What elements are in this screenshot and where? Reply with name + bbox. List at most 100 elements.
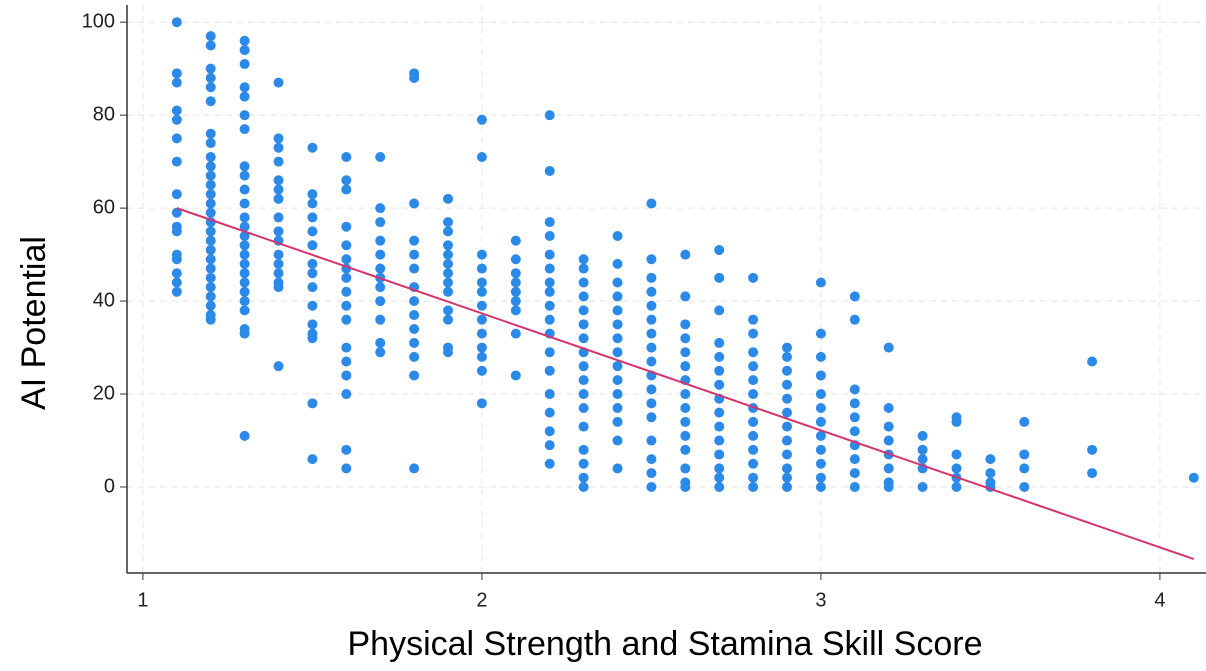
point [680,361,691,372]
point [849,291,860,302]
point [612,277,623,288]
point [239,231,250,242]
point [205,96,216,107]
point [782,365,793,376]
point [239,198,250,209]
point [205,244,216,255]
point [985,454,996,465]
point [748,430,759,441]
point [205,282,216,293]
point [714,407,725,418]
point [782,379,793,390]
point [815,277,826,288]
point [341,240,352,251]
point [510,254,521,265]
point [646,435,657,446]
point [375,282,386,293]
point [748,328,759,339]
point [510,328,521,339]
x-tick-label: 4 [1154,589,1165,611]
point [578,421,589,432]
point [510,277,521,288]
point [748,272,759,283]
point [341,272,352,283]
point [341,300,352,311]
point [1087,356,1098,367]
point [341,444,352,455]
point [714,351,725,362]
point [748,375,759,386]
point [680,416,691,427]
point [375,203,386,214]
point [239,240,250,251]
point [476,328,487,339]
y-axis-title: AI Potential [15,236,53,410]
y-tick-label: 80 [93,103,115,125]
point [849,454,860,465]
point [171,114,182,125]
point [646,356,657,367]
point [239,221,250,232]
point [714,365,725,376]
point [544,407,555,418]
point [748,444,759,455]
point [680,291,691,302]
x-tick-label: 3 [815,589,826,611]
point [239,277,250,288]
point [612,231,623,242]
point [510,370,521,381]
point [273,268,284,279]
y-tick-label: 40 [93,289,115,311]
point [748,347,759,358]
point [171,189,182,200]
point [273,258,284,269]
point [307,258,318,269]
point [205,179,216,190]
point [239,161,250,172]
point [341,370,352,381]
point [544,286,555,297]
point [476,114,487,125]
point [680,444,691,455]
point [578,254,589,265]
point [612,347,623,358]
point [1019,482,1030,493]
point [307,398,318,409]
point [205,72,216,83]
point [171,156,182,167]
x-tick-label: 1 [137,589,148,611]
point [239,124,250,135]
point [680,402,691,413]
point [443,193,454,204]
point [544,165,555,176]
point [476,286,487,297]
point [307,198,318,209]
point [510,235,521,246]
point [171,105,182,116]
point [748,482,759,493]
point [646,254,657,265]
point [307,268,318,279]
point [815,389,826,400]
point [1188,472,1199,483]
point [646,272,657,283]
point [782,393,793,404]
point [409,463,420,474]
point [917,444,928,455]
point [612,291,623,302]
point [578,277,589,288]
point [171,268,182,279]
point [476,263,487,274]
point [273,249,284,260]
point [307,319,318,330]
point [714,463,725,474]
point [307,282,318,293]
point [849,398,860,409]
point [578,472,589,483]
point [680,249,691,260]
point [239,45,250,56]
point [205,151,216,162]
point [476,342,487,353]
point [205,207,216,218]
